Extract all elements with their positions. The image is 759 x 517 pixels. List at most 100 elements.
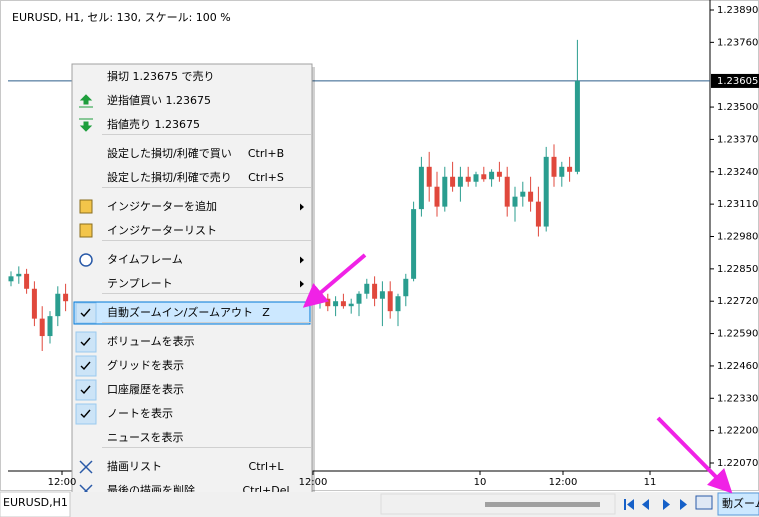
menu-item-label[interactable]: 指値売り 1.23675 — [107, 117, 200, 131]
y-tick-label: 1.23500 — [717, 102, 758, 113]
scrollbar-thumb[interactable] — [485, 502, 600, 507]
submenu-arrow — [300, 280, 304, 288]
candle-body — [348, 303, 354, 307]
indicator-icon — [79, 223, 93, 238]
nav-forward[interactable] — [663, 499, 670, 510]
menu-check — [80, 409, 91, 419]
candle-body — [504, 176, 510, 207]
candle-body — [473, 174, 479, 182]
menu-item-label[interactable]: テンプレート — [107, 277, 173, 290]
candle-body — [395, 296, 401, 312]
candle-body — [325, 298, 331, 307]
current-price-label: 1.23605 — [717, 76, 758, 87]
candle-body — [450, 176, 456, 187]
buy-stop-icon — [79, 94, 93, 108]
candle-body — [574, 80, 580, 172]
menu-item-label[interactable]: タイムフレーム — [107, 253, 183, 266]
nav-first-bar[interactable] — [624, 499, 626, 510]
y-tick-label: 1.23370 — [717, 134, 758, 145]
candle-body — [551, 156, 557, 177]
x-tick-label: 11 — [644, 477, 657, 488]
menu-item-label[interactable]: 逆指値買い 1.23675 — [107, 93, 211, 107]
candle-body — [364, 283, 370, 294]
x-tick-label: 10 — [474, 477, 487, 488]
menu-item-label[interactable]: ボリュームを表示 — [107, 334, 195, 348]
x-tick-label: 12:00 — [48, 477, 77, 488]
menu-item-label[interactable]: ノートを表示 — [107, 406, 173, 420]
y-tick-label: 1.22980 — [717, 232, 758, 243]
submenu-arrow — [300, 256, 304, 264]
candle-body — [559, 166, 565, 177]
candle-body — [465, 176, 471, 182]
y-tick-label: 1.23760 — [717, 37, 758, 48]
y-tick-label: 1.22590 — [717, 329, 758, 340]
menu-check — [80, 337, 91, 347]
candle-body — [434, 186, 440, 207]
candle-body — [481, 174, 487, 180]
candle-body — [387, 291, 393, 312]
candle-body — [535, 201, 541, 227]
y-tick-label: 1.23890 — [717, 5, 758, 16]
y-tick-label: 1.23240 — [717, 167, 758, 178]
candle-body — [512, 196, 518, 207]
candle-body — [520, 191, 526, 197]
chart-tab[interactable] — [0, 491, 71, 517]
menu-check — [80, 385, 91, 395]
menu-item-highlight[interactable] — [73, 301, 311, 325]
menu-item-shortcut[interactable]: Ctrl+L — [249, 460, 285, 473]
menu-check — [80, 308, 91, 318]
candle-body — [31, 288, 37, 319]
menu-item-label[interactable]: 口座履歴を表示 — [107, 382, 184, 396]
clock-icon — [79, 253, 93, 267]
candle-body — [418, 166, 424, 210]
chart-tab-label[interactable]: EURUSD,H1 — [3, 496, 68, 509]
menu-item-label[interactable]: 損切 1.23675 で売り — [107, 69, 214, 83]
menu-item-label[interactable]: 描画リスト — [107, 459, 162, 473]
menu-item-label[interactable]: 設定した損切/利確で売り — [107, 170, 232, 184]
y-tick-label: 1.23110 — [717, 199, 758, 210]
candle-body — [340, 301, 346, 307]
price-axis: 1.23890 1.23760 1.23500 1.23370 1.23240 1.231… — [48, 5, 759, 488]
x-tick-label: 12:00 — [299, 477, 328, 488]
auto-zoom-button-label[interactable]: 動ズーム — [722, 496, 759, 510]
candle-body — [8, 276, 14, 282]
candle-body — [442, 176, 448, 207]
chart-shift-icon[interactable] — [695, 495, 713, 510]
nav-first[interactable] — [627, 499, 634, 510]
y-tick-label: 1.22070 — [717, 458, 758, 469]
scissors-icon — [79, 460, 93, 474]
candle-body — [426, 166, 432, 187]
chart-header: EURUSD, H1, セル: 130, スケール: 100 % — [12, 11, 231, 24]
menu-item-shortcut[interactable]: Ctrl+S — [248, 171, 284, 184]
candle-body — [317, 298, 323, 302]
indicator-icon — [79, 199, 93, 214]
current-price-tag — [711, 73, 759, 88]
candle-body — [457, 176, 463, 187]
menu-item-label[interactable]: インジケーターリスト — [107, 224, 217, 237]
sell-limit-icon — [79, 118, 93, 132]
candle-body — [489, 171, 495, 180]
menu-item-label[interactable]: インジケーターを追加 — [107, 199, 217, 213]
menu-item-shortcut[interactable]: Z — [262, 306, 270, 319]
menu-item-label[interactable]: 設定した損切/利確で買い — [107, 146, 232, 160]
candle-body — [411, 209, 417, 279]
menu-item-label[interactable]: 自動ズームイン/ズームアウト — [107, 305, 253, 319]
nav-back[interactable] — [642, 499, 649, 510]
candle-body — [16, 273, 22, 277]
nav-last[interactable] — [680, 499, 687, 510]
y-tick-label: 1.22330 — [717, 393, 758, 404]
candle-body — [356, 293, 362, 304]
y-tick-label: 1.22460 — [717, 361, 758, 372]
annotation-arrow — [302, 253, 367, 308]
context-menu — [71, 63, 313, 517]
candle-body — [372, 283, 378, 299]
candle-body — [543, 156, 549, 227]
menu-item-label[interactable]: グリッドを表示 — [107, 358, 184, 372]
y-tick-label: 1.22850 — [717, 264, 758, 275]
menu-item-shortcut[interactable]: Ctrl+B — [248, 147, 284, 160]
auto-zoom-button[interactable] — [717, 492, 759, 516]
y-tick-label: 1.22720 — [717, 296, 758, 307]
menu-item-label[interactable]: ニュースを表示 — [107, 430, 183, 444]
menu-check — [80, 361, 91, 371]
